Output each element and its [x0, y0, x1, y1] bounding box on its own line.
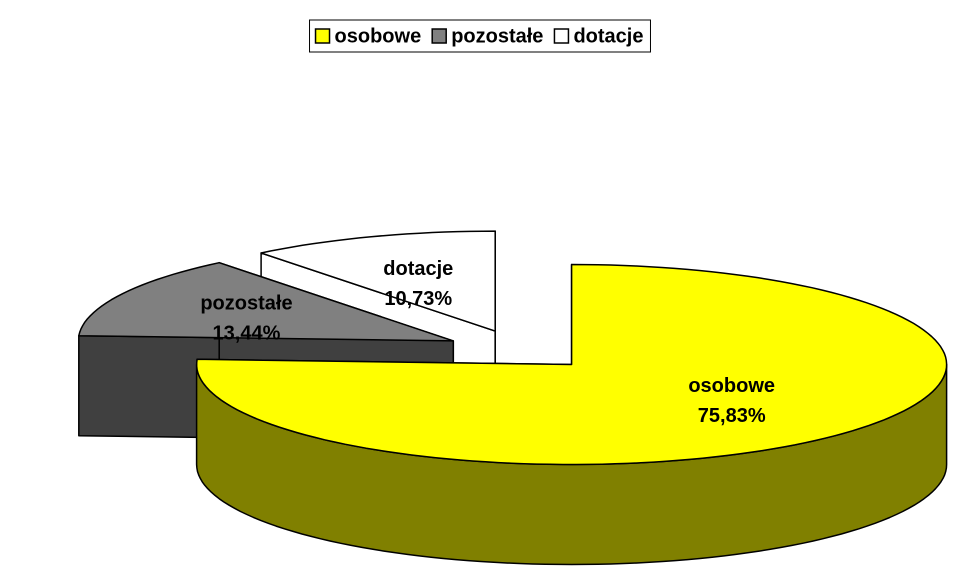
slice	[195, 263, 948, 466]
slice	[260, 230, 496, 332]
legend-swatch	[553, 28, 570, 44]
legend: osobowe pozostałe dotacje	[309, 19, 651, 53]
slice-value-label: 75,83%	[698, 405, 766, 427]
slice	[78, 261, 455, 342]
legend-swatch	[431, 28, 447, 44]
legend-label: osobowe	[335, 25, 422, 47]
legend-label: dotacje	[573, 25, 643, 47]
slice-label: osobowe	[688, 375, 775, 397]
legend-frame	[309, 19, 651, 53]
legend-label: pozostałe	[451, 25, 543, 47]
slice-label: pozostałe	[200, 292, 292, 314]
pie: osobowe 75,83% pozostałe 13,44% dotacje 10,73…	[78, 230, 948, 566]
slice-value-label: 10,73%	[384, 288, 452, 310]
slice-value-label: 13,44%	[213, 322, 281, 344]
legend-swatch	[314, 28, 331, 44]
slice-label: dotacje	[383, 258, 453, 280]
